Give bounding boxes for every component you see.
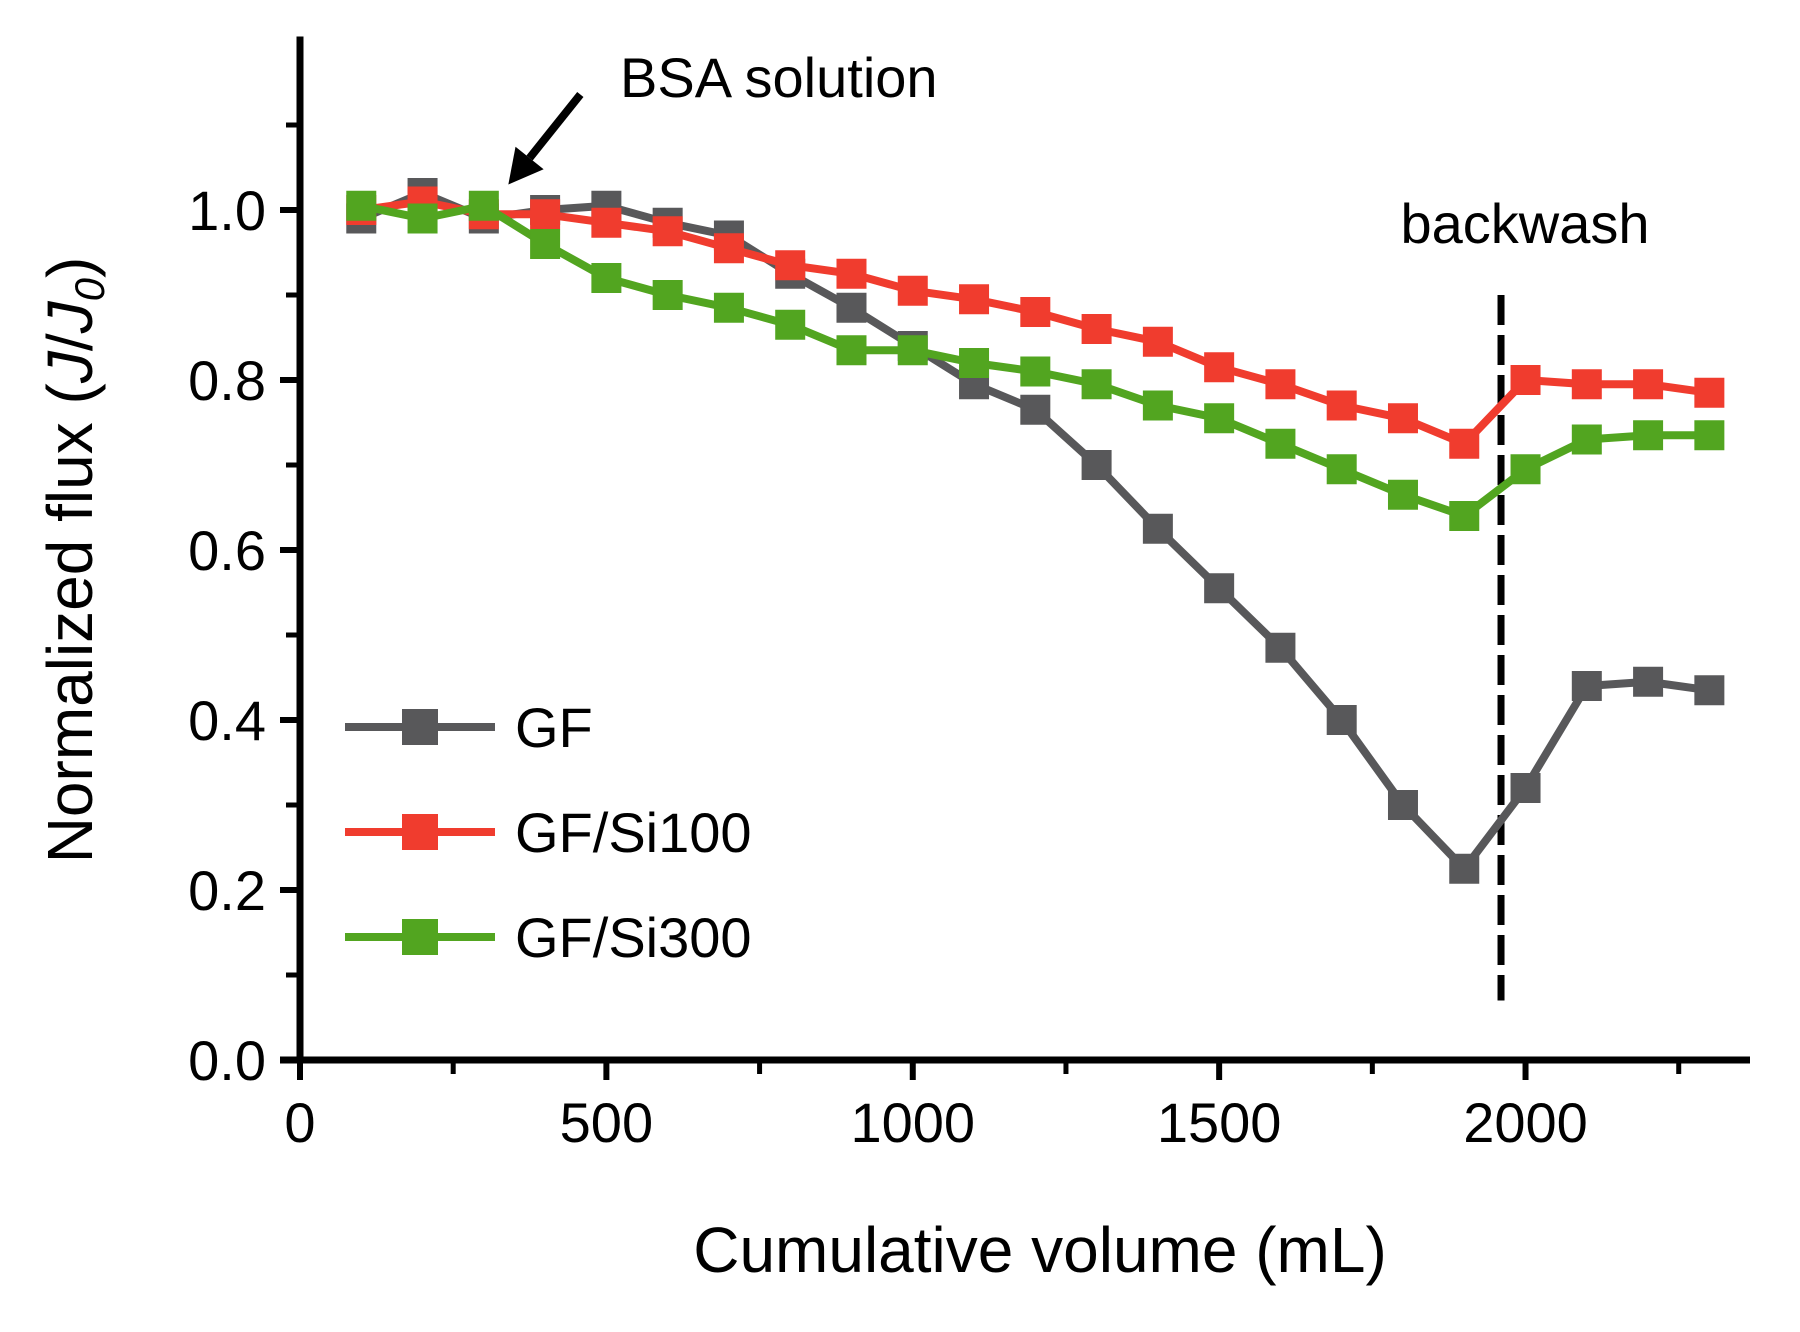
legend-label: GF/Si300 [515, 906, 752, 969]
svg-text:Normalized flux (J/J0): Normalized flux (J/J0) [34, 257, 113, 864]
data-point-gf-si100 [1326, 390, 1357, 421]
data-point-gf-si100 [1387, 403, 1418, 434]
data-point-gf-si300 [713, 292, 744, 323]
series-group [346, 178, 1725, 884]
data-point-gf-si100 [1081, 314, 1112, 344]
data-point-gf-si100 [652, 216, 683, 247]
arrow-head-icon [508, 146, 544, 185]
data-point-gf-si100 [1265, 369, 1296, 400]
data-point-gf-si100 [1142, 326, 1173, 357]
legend-entry-gf: GF [345, 696, 593, 759]
legend-marker [402, 709, 438, 745]
legend-entry-gf-si300: GF/Si300 [345, 906, 752, 969]
data-point-gf-si300 [959, 348, 990, 378]
arrow-shaft [526, 92, 584, 161]
ylabel-j: J [34, 350, 106, 384]
data-point-gf [1633, 666, 1664, 697]
x-axis-title: Cumulative volume (mL) [693, 1214, 1387, 1286]
data-point-gf-si300 [468, 190, 499, 221]
data-point-gf-si100 [1510, 365, 1541, 395]
data-point-gf [1204, 573, 1235, 604]
data-point-gf [1387, 790, 1418, 820]
y-tick-label: 0.0 [188, 1029, 266, 1092]
x-tick-label: 0 [284, 1091, 315, 1154]
legend-marker [402, 919, 438, 955]
data-point-gf-si100 [591, 207, 622, 238]
x-tick-label: 1000 [850, 1091, 975, 1154]
data-point-gf-si300 [1694, 420, 1725, 451]
data-point-gf-si100 [713, 233, 744, 264]
x-tick-label: 1500 [1157, 1091, 1282, 1154]
data-point-gf-si300 [530, 229, 561, 259]
data-point-gf [1510, 773, 1541, 803]
data-point-gf-si100 [1020, 297, 1051, 327]
data-point-gf [1694, 675, 1725, 706]
data-point-gf-si300 [591, 263, 622, 293]
data-point-gf [1081, 450, 1112, 480]
data-point-gf-si100 [1694, 377, 1725, 408]
y-tick-label: 0.8 [188, 349, 266, 412]
ylabel-j0: J [34, 300, 106, 334]
ylabel-j0-subscript: 0 [66, 277, 113, 301]
data-point-gf-si300 [1387, 479, 1418, 510]
y-tick-label: 0.4 [188, 689, 266, 752]
data-point-gf-si100 [836, 258, 867, 289]
data-point-gf [836, 292, 867, 323]
series-line-gf [359, 189, 1710, 873]
data-point-gf-si300 [346, 190, 377, 221]
data-point-gf [1449, 853, 1480, 884]
data-point-gf-si300 [1449, 501, 1480, 531]
data-point-gf-si100 [897, 275, 928, 306]
y-tick-label: 0.6 [188, 519, 266, 582]
legend-label: GF [515, 696, 593, 759]
data-point-gf-si300 [1571, 424, 1602, 455]
ylabel-slash: / [34, 333, 106, 351]
data-point-gf [1020, 394, 1051, 425]
data-point-gf-si100 [1571, 369, 1602, 400]
bsa-solution-label: BSA solution [620, 46, 938, 109]
data-point-gf [1265, 632, 1296, 663]
legend: GF GF/Si100 GF/Si300 [345, 696, 752, 969]
data-point-gf-si300 [897, 335, 928, 366]
data-point-gf [1326, 705, 1357, 735]
data-point-gf-si300 [1081, 369, 1112, 400]
ylabel-suffix: ) [34, 257, 106, 278]
legend-entry-gf-si100: GF/Si100 [345, 801, 752, 864]
data-point-gf-si300 [1265, 428, 1296, 459]
data-point-gf-si300 [652, 280, 683, 310]
data-point-gf-si100 [959, 284, 990, 315]
data-point-gf-si300 [1020, 356, 1051, 387]
data-point-gf-si300 [1204, 403, 1235, 434]
data-point-gf-si300 [775, 309, 806, 340]
legend-label: GF/Si100 [515, 801, 752, 864]
y-tick-label: 1.0 [188, 179, 266, 242]
y-tick-label: 0.2 [188, 859, 266, 922]
data-point-gf-si300 [1510, 454, 1541, 485]
data-point-gf-si100 [775, 250, 806, 281]
annotations: BSA solution backwash [508, 46, 1650, 1001]
legend-marker [402, 814, 438, 850]
data-point-gf-si100 [1204, 352, 1235, 383]
data-point-gf-si100 [530, 199, 561, 230]
data-point-gf-si100 [1633, 369, 1664, 400]
backwash-label: backwash [1400, 192, 1649, 255]
data-point-gf [1571, 671, 1602, 701]
data-point-gf-si300 [1326, 454, 1357, 485]
data-point-gf-si300 [1633, 420, 1664, 451]
series-gf-si100 [346, 186, 1725, 459]
x-tick-label: 500 [560, 1091, 653, 1154]
axes: 0.0 0.2 0.4 0.6 0.8 1.0 0 500 1000 1500 2000 [188, 36, 1750, 1154]
series-gf [346, 178, 1725, 884]
data-point-gf [1142, 513, 1173, 544]
data-point-gf-si300 [836, 335, 867, 366]
series-gf-si300 [346, 190, 1725, 531]
y-axis-title: Normalized flux (J/J0) [34, 257, 113, 864]
data-point-gf-si300 [1142, 390, 1173, 421]
data-point-gf-si100 [1449, 428, 1480, 459]
x-tick-label: 2000 [1463, 1091, 1588, 1154]
data-point-gf-si300 [407, 203, 438, 234]
ylabel-prefix: Normalized flux ( [34, 383, 106, 863]
